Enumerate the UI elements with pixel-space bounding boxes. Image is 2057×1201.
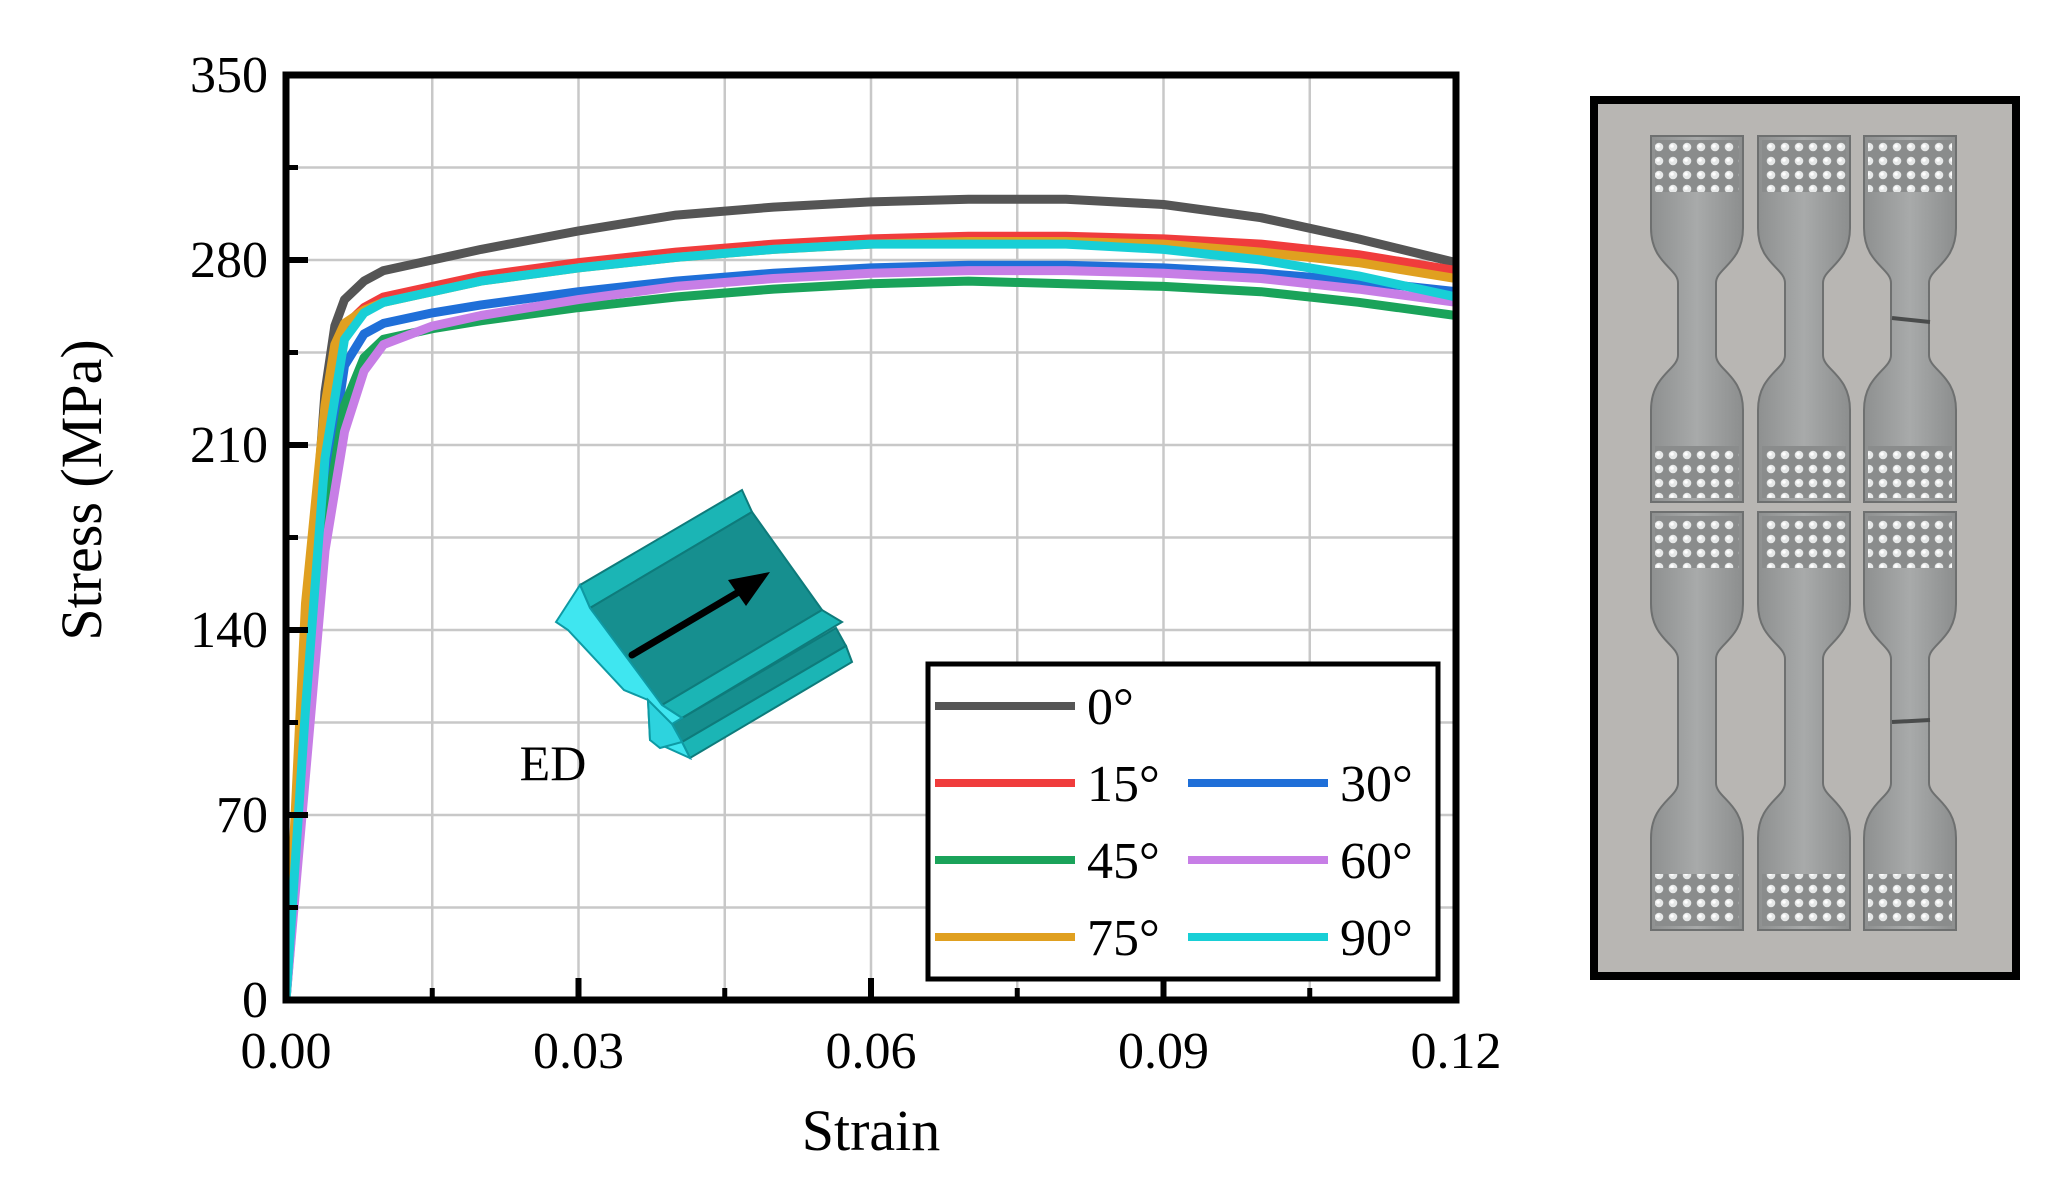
y-tick-label: 70	[216, 787, 268, 844]
x-tick-label: 0.06	[826, 1023, 917, 1080]
y-tick-label: 350	[190, 47, 268, 104]
x-axis-label: Strain	[802, 1098, 941, 1163]
legend-items: 0° 15° 30° 45° 60° 75° 90°	[935, 679, 1413, 967]
x-tick-label: 0.12	[1411, 1023, 1502, 1080]
series-line-30deg	[286, 260, 1456, 1000]
specimen-grip-knurl	[1762, 446, 1846, 498]
specimen-grip-knurl	[1655, 516, 1739, 568]
series-line-90deg	[286, 239, 1456, 1000]
specimen-grip-knurl	[1868, 516, 1952, 568]
ed-annotation: ED	[520, 735, 587, 791]
legend-label: 75°	[1087, 910, 1160, 967]
series-line-60deg	[286, 266, 1456, 1000]
specimen-grip-knurl	[1868, 140, 1952, 192]
x-tick-label: 0.03	[533, 1023, 624, 1080]
specimen-photo	[1590, 96, 2020, 980]
axis-ticks	[283, 72, 1459, 1003]
legend-label: 90°	[1340, 910, 1413, 967]
legend-label: 60°	[1340, 833, 1413, 890]
y-tick-label: 210	[190, 417, 268, 474]
legend-label: 30°	[1340, 756, 1413, 813]
specimen	[1757, 511, 1851, 931]
series-layer	[286, 194, 1456, 1000]
y-axis-label: Stress (MPa)	[49, 339, 114, 640]
specimen	[1757, 135, 1851, 503]
legend-label: 15°	[1087, 756, 1160, 813]
specimen-grip-knurl	[1655, 874, 1739, 926]
legend-box	[925, 661, 1441, 982]
x-tick-label: 0.00	[241, 1023, 332, 1080]
fracture-line	[1891, 316, 1931, 324]
specimen-grip-knurl	[1868, 446, 1952, 498]
y-tick-label: 0	[242, 972, 268, 1029]
y-tick-label: 280	[190, 232, 268, 289]
x-tick-labels: 0.00 0.03 0.06 0.09 0.12	[241, 1023, 1502, 1080]
legend-label: 45°	[1087, 833, 1160, 890]
series-line-45deg	[286, 276, 1456, 1000]
extrusion-profile-illustration: ED	[520, 488, 854, 791]
y-tick-label: 140	[190, 602, 268, 659]
specimen-grip-knurl	[1762, 516, 1846, 568]
specimen-grip-knurl	[1868, 874, 1952, 926]
ed-arrow-head	[728, 572, 770, 606]
specimen-grip-knurl	[1655, 446, 1739, 498]
specimen-grip-knurl	[1655, 140, 1739, 192]
specimen	[1650, 135, 1744, 503]
fracture-line	[1891, 718, 1931, 724]
x-tick-label: 0.09	[1118, 1023, 1209, 1080]
ed-arrow-shaft	[628, 586, 746, 659]
specimen-grip-knurl	[1762, 140, 1846, 192]
series-line-0deg	[286, 194, 1456, 1000]
specimen-grip-knurl	[1762, 874, 1846, 926]
y-tick-labels: 0 70 140 210 280 350	[190, 47, 268, 1029]
specimen	[1650, 511, 1744, 931]
specimen-group	[1650, 135, 1957, 931]
profile-end-foot	[646, 697, 684, 750]
legend: 0° 15° 30° 45° 60° 75° 90°	[925, 661, 1441, 982]
photo-frame	[1590, 96, 2020, 980]
legend-label: 0°	[1087, 679, 1134, 736]
